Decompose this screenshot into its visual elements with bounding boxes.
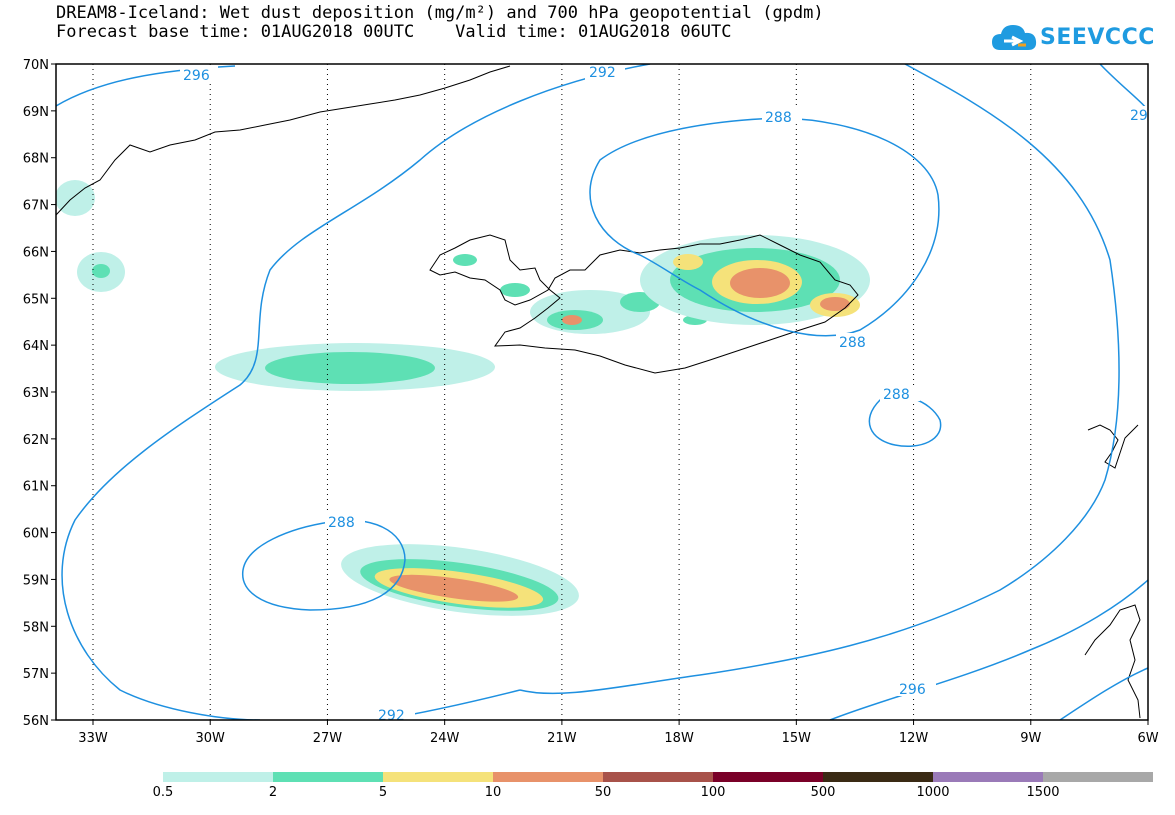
contour-label: 288	[328, 515, 355, 531]
contour-label: 288	[883, 387, 910, 403]
contour-29-ne	[1099, 64, 1148, 111]
legend-swatch	[823, 772, 933, 782]
contour-label-bg	[1128, 106, 1148, 122]
lat-label: 57N	[23, 667, 49, 682]
contour-label: 29	[1130, 108, 1148, 124]
contour-label-bg	[762, 108, 802, 124]
legend-swatch	[933, 772, 1043, 782]
legend-label: 50	[594, 785, 612, 800]
dust-region	[389, 574, 519, 602]
dust-region	[56, 180, 95, 216]
contour-label: 292	[378, 708, 405, 724]
dust-region	[730, 268, 790, 298]
lon-label: 27W	[313, 731, 343, 746]
dust-region	[453, 254, 477, 266]
contour-label: 288	[765, 110, 792, 126]
contour-292-big	[61, 64, 651, 720]
chart-title: DREAM8-Iceland: Wet dust deposition (mg/…	[56, 3, 824, 23]
legend-label: 1500	[1026, 785, 1060, 800]
iceland-coastline	[429, 234, 859, 374]
legend-label: 1000	[916, 785, 950, 800]
legend-swatch	[383, 772, 493, 782]
lat-label: 65N	[23, 292, 49, 307]
legend-swatch	[1043, 772, 1153, 782]
lat-label: 58N	[23, 620, 49, 635]
contour-label-bg	[880, 385, 920, 401]
greenland-coastline	[56, 65, 511, 216]
lat-label: 66N	[23, 245, 49, 260]
legend-label: 2	[268, 785, 278, 800]
lat-label: 63N	[23, 386, 49, 401]
contour-labels: 296 292 288 288 288 288 296 292 29	[180, 64, 1148, 724]
contour-label-bg	[375, 706, 415, 720]
lon-label: 12W	[899, 731, 929, 746]
contour-label-bg	[325, 513, 365, 529]
contour-label: 288	[839, 335, 866, 351]
contour-label: 296	[899, 682, 926, 698]
lon-label: 15W	[782, 731, 812, 746]
lat-label: 68N	[23, 152, 49, 167]
contour-288-south	[242, 519, 406, 611]
lon-label: 30W	[196, 731, 226, 746]
lat-label: 59N	[23, 573, 49, 588]
lat-label: 61N	[23, 480, 49, 495]
contour-296-se-corner	[1059, 667, 1148, 720]
lat-label: 69N	[23, 105, 49, 120]
contour-label-bg	[896, 680, 936, 696]
dust-deposition-field	[56, 180, 870, 616]
lon-label: 21W	[547, 731, 577, 746]
lon-label: 9W	[1020, 731, 1041, 746]
contour-label-bg	[180, 66, 218, 82]
dust-region	[562, 315, 582, 325]
lat-label: 56N	[23, 714, 49, 729]
dust-region	[820, 297, 850, 311]
chart-subtitle: Forecast base time: 01AUG2018 00UTC Vali…	[56, 22, 732, 42]
dust-region	[92, 264, 110, 278]
legend-label: 100	[700, 785, 726, 800]
lat-label: 62N	[23, 433, 49, 448]
legend-swatch	[273, 772, 383, 782]
lon-label: 24W	[430, 731, 460, 746]
logo-text: SEEVCCC	[1040, 25, 1155, 50]
legend-swatch	[603, 772, 713, 782]
contour-label-bg	[585, 64, 625, 80]
legend-swatch	[493, 772, 603, 782]
lon-label: 6W	[1137, 731, 1158, 746]
contour-288-iceland	[589, 117, 940, 337]
legend-label: 0.5	[152, 785, 174, 800]
contour-296-southeast	[829, 579, 1148, 720]
legend-label: 10	[484, 785, 502, 800]
legend-swatch	[713, 772, 823, 782]
lat-label: 60N	[23, 527, 49, 542]
contour-label: 296	[183, 68, 210, 84]
scotland-coastline	[1084, 604, 1141, 719]
axes: 70N 69N 68N 67N 66N 65N 64N 63N 62N 61N 60N 59N 58N 5…	[23, 58, 1159, 746]
geopotential-contours	[56, 64, 1148, 720]
plot-frame	[55, 63, 1149, 721]
contour-292-east	[519, 64, 1120, 695]
cloud-icon	[992, 25, 1037, 50]
contour-label-bg	[836, 333, 876, 349]
legend-label: 5	[378, 785, 388, 800]
contour-288-small	[868, 395, 942, 447]
legend-label: 500	[810, 785, 836, 800]
contour-label: 292	[589, 65, 616, 81]
lon-label: 18W	[664, 731, 694, 746]
dust-region	[265, 352, 435, 384]
lat-label: 67N	[23, 199, 49, 214]
legend-swatch	[163, 772, 273, 782]
dust-region	[673, 254, 703, 270]
lon-label: 33W	[78, 731, 108, 746]
lat-label: 70N	[23, 58, 49, 73]
lat-label: 64N	[23, 339, 49, 354]
dust-region	[500, 283, 530, 297]
seevccc-logo: SEEVCCC	[990, 20, 1154, 56]
coastlines	[56, 65, 1141, 719]
